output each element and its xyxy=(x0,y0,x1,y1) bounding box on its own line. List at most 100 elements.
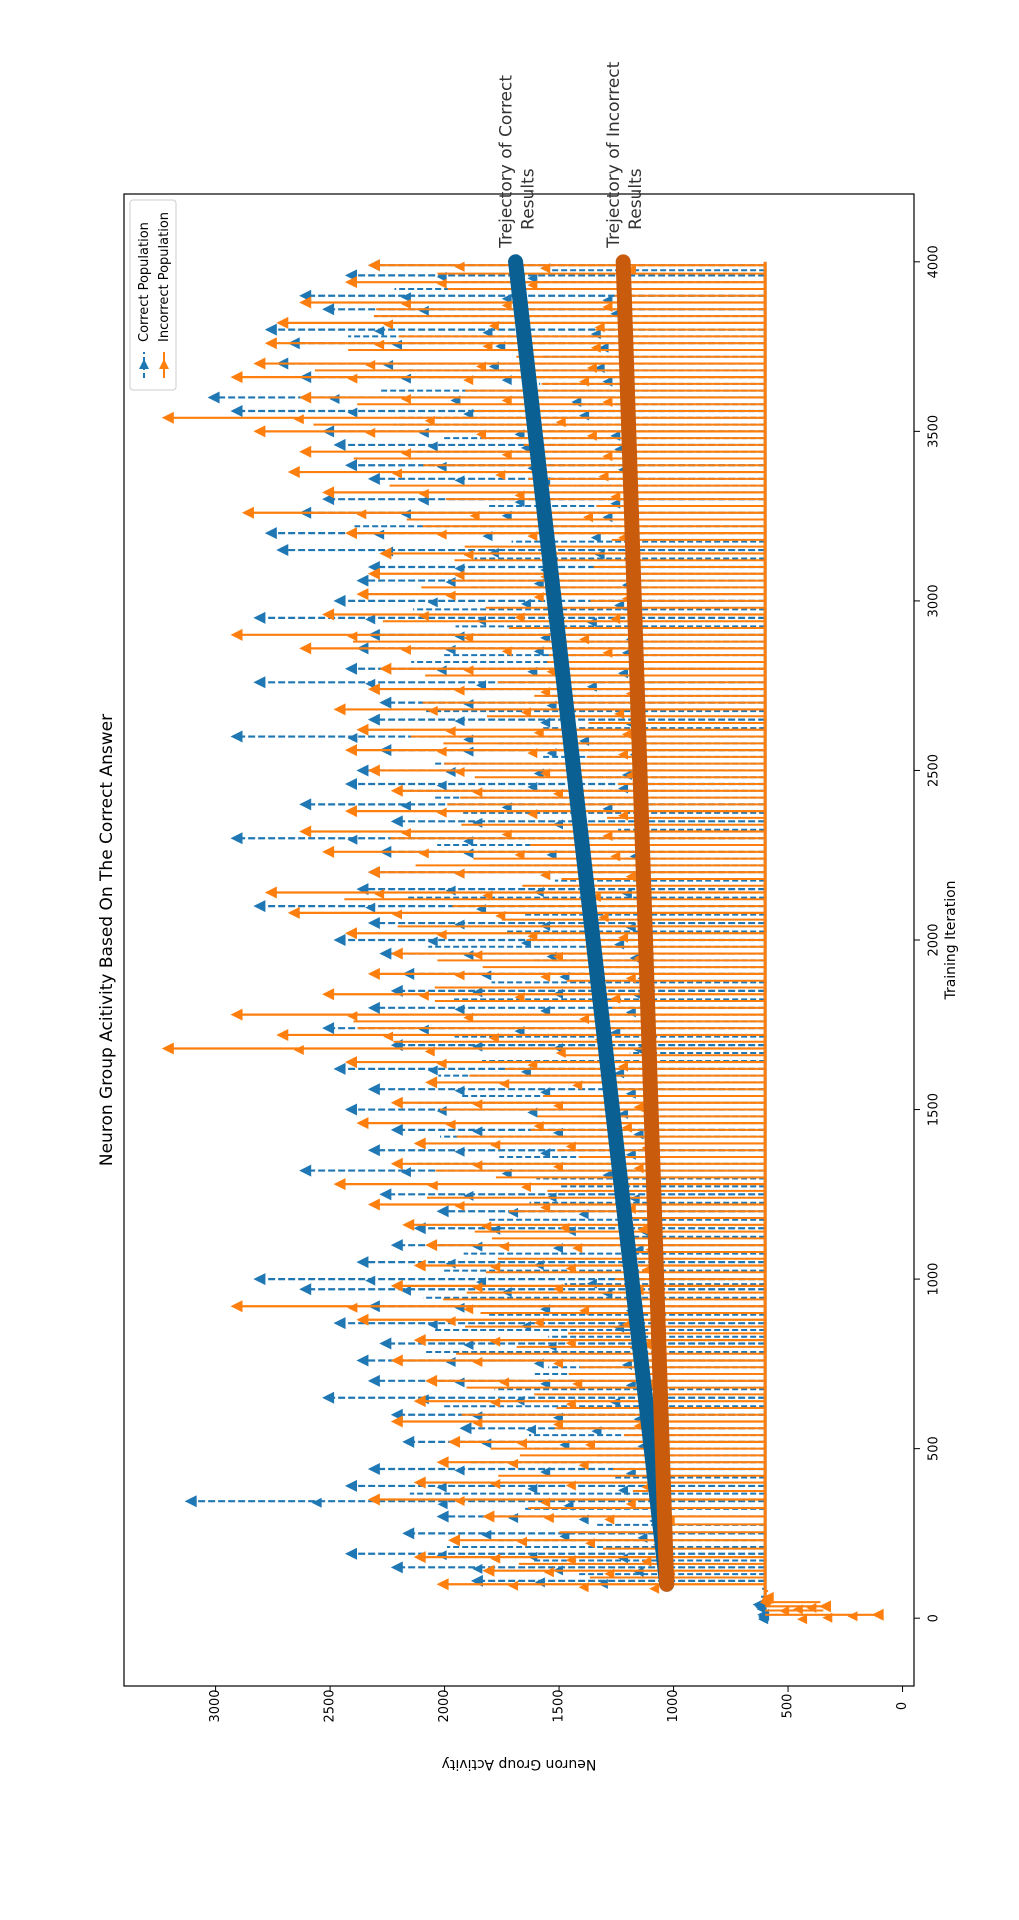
series-0-marker-11 xyxy=(459,1422,472,1435)
series-1-marker-10-2 xyxy=(578,1460,589,1471)
series-1-marker-60 xyxy=(287,466,300,479)
series-0-marker-69-2 xyxy=(463,409,474,420)
series-1-marker-24 xyxy=(333,1178,346,1191)
series-1-marker-27-1 xyxy=(445,1119,456,1130)
series-0-marker-3 xyxy=(390,1561,403,1574)
series-0-marker-9-2 xyxy=(540,1466,551,1477)
series-1-marker-9 xyxy=(413,1476,426,1489)
series-0-marker-1-3 xyxy=(756,1604,767,1615)
series-1-marker-39-2 xyxy=(482,890,493,901)
series-0-marker-7-1 xyxy=(311,1497,322,1508)
series-0-marker-22 xyxy=(390,1239,403,1252)
series-1-marker-52-2 xyxy=(463,632,474,643)
series-0-marker-46 xyxy=(299,798,312,811)
series-1-marker-67-1 xyxy=(374,339,385,350)
series-1-marker-5-1 xyxy=(490,1553,501,1564)
series-1-marker-26 xyxy=(413,1137,426,1150)
series-1-marker-64-1 xyxy=(400,393,411,404)
series-1-marker-55 xyxy=(367,567,380,580)
series-1-marker-47-3 xyxy=(621,729,632,740)
trajectory-line-3 xyxy=(615,254,675,1592)
series-0-marker-20 xyxy=(253,1273,266,1286)
series-1-marker-40-1 xyxy=(454,868,465,879)
series-1-marker-7-1 xyxy=(543,1512,554,1523)
series-1-marker-15-1 xyxy=(472,1356,483,1367)
series-0-marker-34-2 xyxy=(540,1005,551,1016)
series-1-marker-54-1 xyxy=(445,590,456,601)
y-tick-label-6: 0 xyxy=(895,1702,910,1710)
series-0-marker-30-1 xyxy=(454,1085,465,1096)
series-1-marker-64-3 xyxy=(602,396,613,407)
series-1-marker-71-1 xyxy=(454,261,465,272)
series-0-marker-15 xyxy=(356,1354,369,1367)
series-0-marker-19-1 xyxy=(400,1285,411,1296)
series-1-marker-68-2 xyxy=(488,320,499,331)
series-1-marker-30 xyxy=(344,1056,357,1069)
series-1-marker-61-2 xyxy=(501,449,512,460)
series-1-marker-62-1 xyxy=(365,427,376,438)
x-tick-label-7: 3500 xyxy=(927,415,942,448)
series-0-marker-47-2 xyxy=(527,782,538,793)
series-1-marker-3-2 xyxy=(578,1582,589,1593)
series-1-marker-11 xyxy=(448,1435,461,1448)
series-1-marker-20 xyxy=(413,1259,426,1272)
series-0-marker-16-1 xyxy=(463,1340,474,1351)
series-1-marker-34-3 xyxy=(610,993,621,1004)
series-1-marker-50 xyxy=(379,662,392,675)
series-1-marker-18-3 xyxy=(579,1305,590,1316)
series-1-marker-60-1 xyxy=(392,468,403,479)
series-0-marker-17 xyxy=(333,1317,346,1330)
series-1-marker-35-2 xyxy=(540,971,551,982)
series-1-marker-51-1 xyxy=(400,644,411,655)
series-0-marker-30-2 xyxy=(540,1087,551,1098)
series-1-marker-63-1 xyxy=(293,414,304,425)
series-0-marker-46-1 xyxy=(400,800,411,811)
series-1-marker-27 xyxy=(356,1117,369,1130)
series-1-marker-63-2 xyxy=(424,415,435,426)
series-1-marker-18-1 xyxy=(347,1302,358,1313)
series-1-marker-62 xyxy=(253,425,266,438)
series-1-marker-53-1 xyxy=(418,610,429,621)
series-0-marker-34-1 xyxy=(454,1004,465,1015)
series-1-marker-51-2 xyxy=(501,646,512,657)
series-1-marker-3-3 xyxy=(649,1583,660,1594)
series-1-marker-45-2 xyxy=(540,768,551,779)
series-1-marker-63 xyxy=(161,411,174,424)
series-0-marker-58 xyxy=(333,594,346,607)
series-1-marker-65-3 xyxy=(579,376,590,387)
series-0-marker-8-2 xyxy=(527,1483,538,1494)
series-1-marker-24-1 xyxy=(427,1180,438,1191)
series-0-marker-5 xyxy=(402,1527,415,1540)
series-1-marker-65-2 xyxy=(463,375,474,386)
series-0-marker-14 xyxy=(367,1374,380,1387)
series-1-marker-60-2 xyxy=(495,470,506,481)
series-1-marker-31-2 xyxy=(424,1046,435,1057)
series-1-marker-37-1 xyxy=(436,929,447,940)
legend[interactable]: Correct Population Incorrect Population xyxy=(129,199,177,391)
series-0-marker-20-1 xyxy=(365,1275,376,1286)
series-1-marker-70-2 xyxy=(527,280,538,291)
series-0-marker-64-1 xyxy=(418,495,429,506)
series-1-marker-53-3 xyxy=(610,613,621,624)
series-1-marker-68-1 xyxy=(383,319,394,330)
series-0-marker-31 xyxy=(333,1062,346,1075)
series-0-marker-38-1 xyxy=(427,936,438,947)
series-1-marker-68 xyxy=(276,316,289,329)
series-0-marker-4-3 xyxy=(618,1553,629,1564)
series-0-marker-17-1 xyxy=(427,1319,438,1330)
series-1-marker-57-1 xyxy=(436,529,447,540)
series-1-marker-5-3 xyxy=(641,1556,652,1567)
series-1-marker-16-1 xyxy=(490,1336,501,1347)
series-0-marker-39-3 xyxy=(625,922,636,933)
series-0-marker-65-1 xyxy=(454,475,465,486)
series-1-marker-52-3 xyxy=(579,634,590,645)
series-1-marker-35 xyxy=(367,967,380,980)
series-1-marker-22-2 xyxy=(559,1222,570,1233)
series-1-marker-55-1 xyxy=(454,570,465,581)
legend-marker-1 xyxy=(159,359,169,369)
series-1-marker-8 xyxy=(367,1493,380,1506)
series-1-marker-6 xyxy=(448,1534,461,1547)
series-1-marker-41-1 xyxy=(418,848,429,859)
series-1-marker-15 xyxy=(390,1354,403,1367)
series-0-marker-8-3 xyxy=(618,1485,629,1496)
